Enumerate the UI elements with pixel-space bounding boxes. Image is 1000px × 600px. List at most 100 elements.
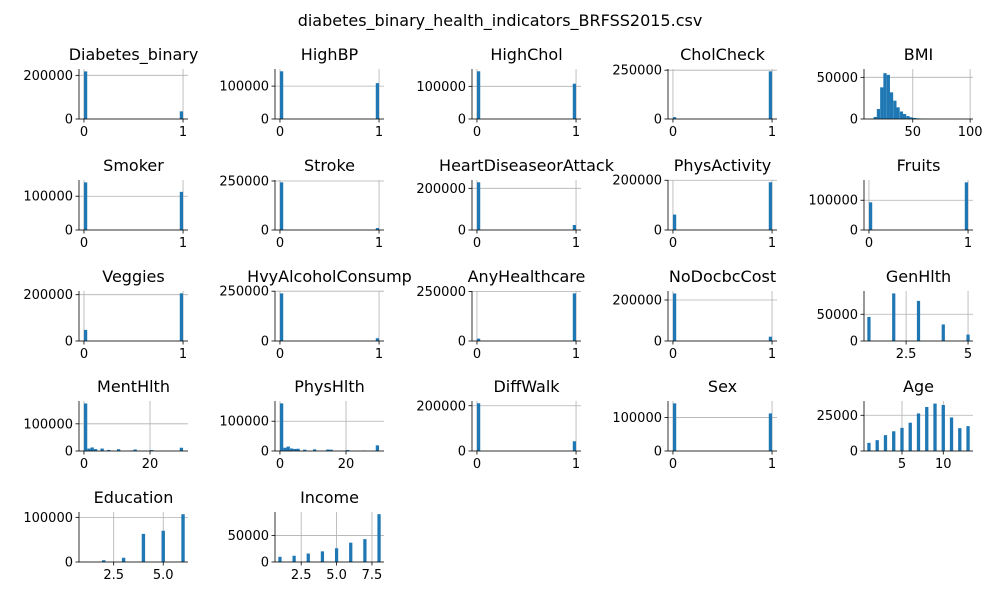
bar bbox=[768, 336, 773, 341]
x-tick-label: 0 bbox=[473, 236, 481, 251]
bar bbox=[868, 202, 873, 230]
y-tick-label: 0 bbox=[261, 224, 269, 239]
x-tick-label: 1 bbox=[179, 125, 187, 140]
bar bbox=[873, 116, 877, 119]
bar bbox=[883, 73, 887, 119]
subplot-title: MentHlth bbox=[97, 377, 170, 396]
y-tick-label: 250000 bbox=[219, 285, 269, 300]
x-tick-label: 5 bbox=[964, 347, 972, 362]
bar bbox=[572, 225, 577, 230]
bar bbox=[133, 449, 137, 451]
bar bbox=[916, 300, 921, 341]
subplot-title: NoDocbcCost bbox=[669, 267, 776, 286]
x-tick-label: 0 bbox=[276, 457, 284, 472]
y-tick-label: 200000 bbox=[23, 288, 73, 303]
bar bbox=[966, 426, 970, 451]
y-tick-label: 0 bbox=[850, 113, 858, 128]
x-tick-label: 50 bbox=[904, 125, 921, 140]
bar bbox=[107, 449, 111, 451]
bar bbox=[93, 449, 98, 451]
bar bbox=[102, 560, 106, 562]
y-tick-label: 200000 bbox=[416, 399, 466, 414]
bar bbox=[964, 182, 969, 230]
bar bbox=[279, 71, 284, 119]
x-tick-label: 1 bbox=[768, 125, 776, 140]
x-tick-label: 0 bbox=[80, 457, 88, 472]
y-tick-label: 0 bbox=[654, 224, 662, 239]
bar bbox=[278, 556, 282, 562]
x-tick-label: 100 bbox=[958, 125, 983, 140]
subplot-veggies: 0 1 0 200000 Veggies bbox=[23, 267, 188, 362]
x-tick-label: 10 bbox=[935, 457, 952, 472]
subplot-physactivity: 0 1 0 200000 PhysActivity bbox=[612, 156, 777, 251]
bar bbox=[121, 557, 126, 562]
bar bbox=[326, 449, 330, 451]
subplot-highchol: 0 1 0 100000 HighChol bbox=[416, 45, 581, 140]
y-tick-label: 0 bbox=[850, 335, 858, 350]
bar bbox=[909, 117, 913, 119]
x-tick-label: 1 bbox=[572, 457, 580, 472]
bar bbox=[875, 440, 879, 451]
subplot-title: Diabetes_binary bbox=[69, 45, 199, 65]
bar bbox=[672, 403, 677, 451]
bar bbox=[179, 191, 184, 230]
bar bbox=[958, 428, 962, 451]
bar bbox=[476, 71, 481, 119]
x-tick-label: 5.0 bbox=[326, 568, 347, 583]
y-tick-label: 0 bbox=[261, 113, 269, 128]
bar bbox=[346, 450, 350, 451]
x-tick-label: 1 bbox=[964, 236, 972, 251]
bar bbox=[572, 441, 577, 451]
y-tick-label: 100000 bbox=[23, 511, 73, 526]
y-tick-label: 0 bbox=[654, 113, 662, 128]
x-tick-label: 5.0 bbox=[153, 568, 174, 583]
bar bbox=[906, 116, 910, 119]
x-tick-label: 0 bbox=[276, 347, 284, 362]
x-tick-label: 0 bbox=[473, 347, 481, 362]
y-tick-label: 250000 bbox=[416, 285, 466, 300]
subplot-age: 5 10 0 25000 Age bbox=[817, 377, 973, 472]
subplot-title: PhysActivity bbox=[674, 156, 771, 175]
y-tick-label: 0 bbox=[65, 335, 73, 350]
bar bbox=[476, 403, 481, 451]
x-tick-label: 0 bbox=[80, 236, 88, 251]
bar bbox=[181, 514, 185, 562]
x-tick-label: 20 bbox=[142, 457, 159, 472]
y-tick-label: 100000 bbox=[219, 80, 269, 95]
subplot-title: PhysHlth bbox=[294, 377, 364, 396]
subplot-heartdiseaseorattack: 0 1 0 200000 HeartDiseaseorAttack bbox=[416, 156, 614, 251]
bar bbox=[375, 338, 380, 341]
bar bbox=[87, 448, 91, 451]
bar bbox=[768, 71, 773, 119]
x-tick-label: 0 bbox=[669, 236, 677, 251]
x-tick-label: 0 bbox=[669, 347, 677, 362]
bar bbox=[672, 117, 677, 119]
x-tick-label: 1 bbox=[375, 236, 383, 251]
x-tick-label: 0 bbox=[80, 347, 88, 362]
x-tick-label: 1 bbox=[768, 457, 776, 472]
bar bbox=[572, 83, 577, 119]
subplot-genhlth: 2.5 5 0 50000 GenHlth bbox=[817, 267, 973, 362]
y-tick-label: 250000 bbox=[219, 174, 269, 189]
subplot-cholcheck: 0 1 0 250000 CholCheck bbox=[612, 45, 777, 140]
y-tick-label: 25000 bbox=[817, 409, 858, 424]
x-tick-label: 2.5 bbox=[896, 347, 917, 362]
bar bbox=[880, 87, 884, 119]
subplot-title: AnyHealthcare bbox=[468, 267, 586, 286]
y-tick-label: 0 bbox=[458, 445, 466, 460]
x-tick-label: 0 bbox=[865, 236, 873, 251]
bar bbox=[150, 450, 154, 451]
subplot-nodocbccost: 0 1 0 200000 NoDocbcCost bbox=[612, 267, 777, 362]
subplot-title: Education bbox=[94, 488, 174, 507]
bar bbox=[161, 530, 165, 562]
bar bbox=[375, 445, 380, 451]
y-tick-label: 50000 bbox=[817, 308, 858, 323]
y-tick-label: 200000 bbox=[23, 69, 73, 84]
bar bbox=[83, 329, 88, 341]
bar bbox=[90, 447, 94, 451]
bar bbox=[912, 117, 917, 119]
